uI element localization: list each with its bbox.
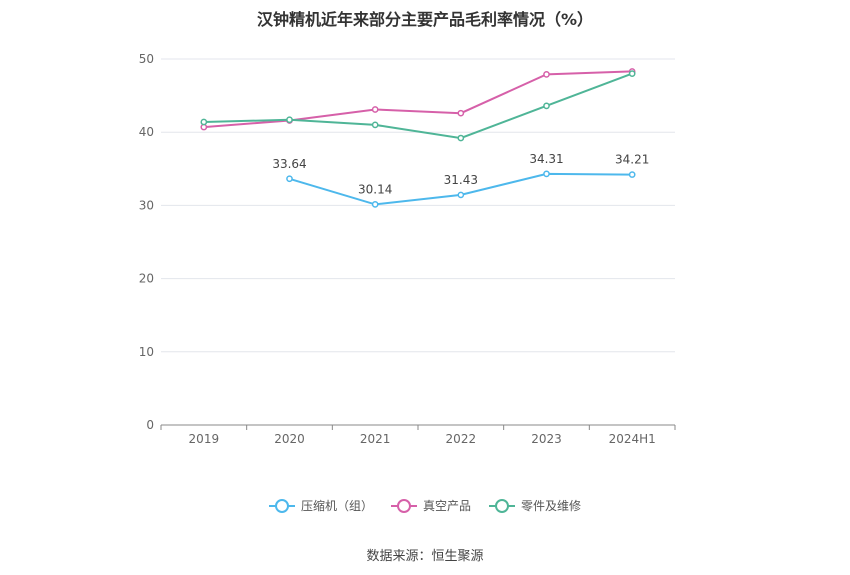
chart-title: 汉钟精机近年来部分主要产品毛利率情况（%） xyxy=(256,10,594,29)
data-point xyxy=(457,134,465,142)
legend-label: 压缩机（组） xyxy=(300,499,373,513)
legend-item-0[interactable]: 压缩机（组） xyxy=(268,497,373,514)
series-0 xyxy=(286,170,636,208)
y-tick-label: 10 xyxy=(139,345,154,359)
legend: 压缩机（组） 真空产品 零件及维修 xyxy=(0,497,850,514)
legend-marker-icon xyxy=(489,498,515,513)
y-tick-label: 30 xyxy=(139,198,154,212)
data-point xyxy=(457,191,465,199)
data-point xyxy=(371,106,379,113)
data-point xyxy=(286,116,293,124)
legend-marker-icon xyxy=(268,498,295,513)
legend-label: 真空产品 xyxy=(422,499,471,513)
series-line xyxy=(203,72,633,140)
series-line xyxy=(203,70,633,129)
data-point xyxy=(286,175,293,183)
data-label: 30.14 xyxy=(358,182,392,196)
data-point xyxy=(543,170,550,178)
series-2 xyxy=(200,70,636,142)
data-label: 34.21 xyxy=(615,153,649,167)
y-tick-label: 50 xyxy=(139,52,154,66)
x-tick-label: 2021 xyxy=(360,432,391,446)
data-point xyxy=(200,118,208,126)
y-tick-label: 20 xyxy=(139,272,154,286)
data-point xyxy=(543,102,550,110)
grid-lines xyxy=(161,58,675,353)
x-tick-label: 2019 xyxy=(189,432,220,446)
legend-item-2[interactable]: 零件及维修 xyxy=(489,497,581,514)
x-tick-label: 2024H1 xyxy=(609,432,656,446)
axes: 0 10 20 30 40 50 2019 2020 2021 2022 2023 2024H1 xyxy=(139,52,676,446)
data-point xyxy=(628,171,636,178)
data-point xyxy=(628,70,636,77)
data-label: 31.43 xyxy=(444,173,478,187)
x-tick-label: 2022 xyxy=(446,432,477,446)
data-label: 34.31 xyxy=(529,152,563,166)
data-point xyxy=(371,201,379,208)
y-tick-label: 0 xyxy=(146,418,154,432)
x-tick-label: 2023 xyxy=(531,432,562,446)
series-layer xyxy=(200,68,636,208)
data-labels: 33.64 30.14 31.43 34.31 34.21 xyxy=(272,152,649,197)
legend-marker-icon xyxy=(390,498,417,513)
y-tick-label: 40 xyxy=(139,125,154,139)
x-tick-label: 2020 xyxy=(274,432,305,446)
data-point xyxy=(371,121,379,129)
data-label: 33.64 xyxy=(272,157,306,171)
data-point xyxy=(543,71,550,78)
legend-item-1[interactable]: 真空产品 xyxy=(390,497,471,514)
legend-label: 零件及维修 xyxy=(521,499,582,513)
data-point xyxy=(457,109,465,117)
source-note: 数据来源：恒生聚源 xyxy=(366,549,484,564)
